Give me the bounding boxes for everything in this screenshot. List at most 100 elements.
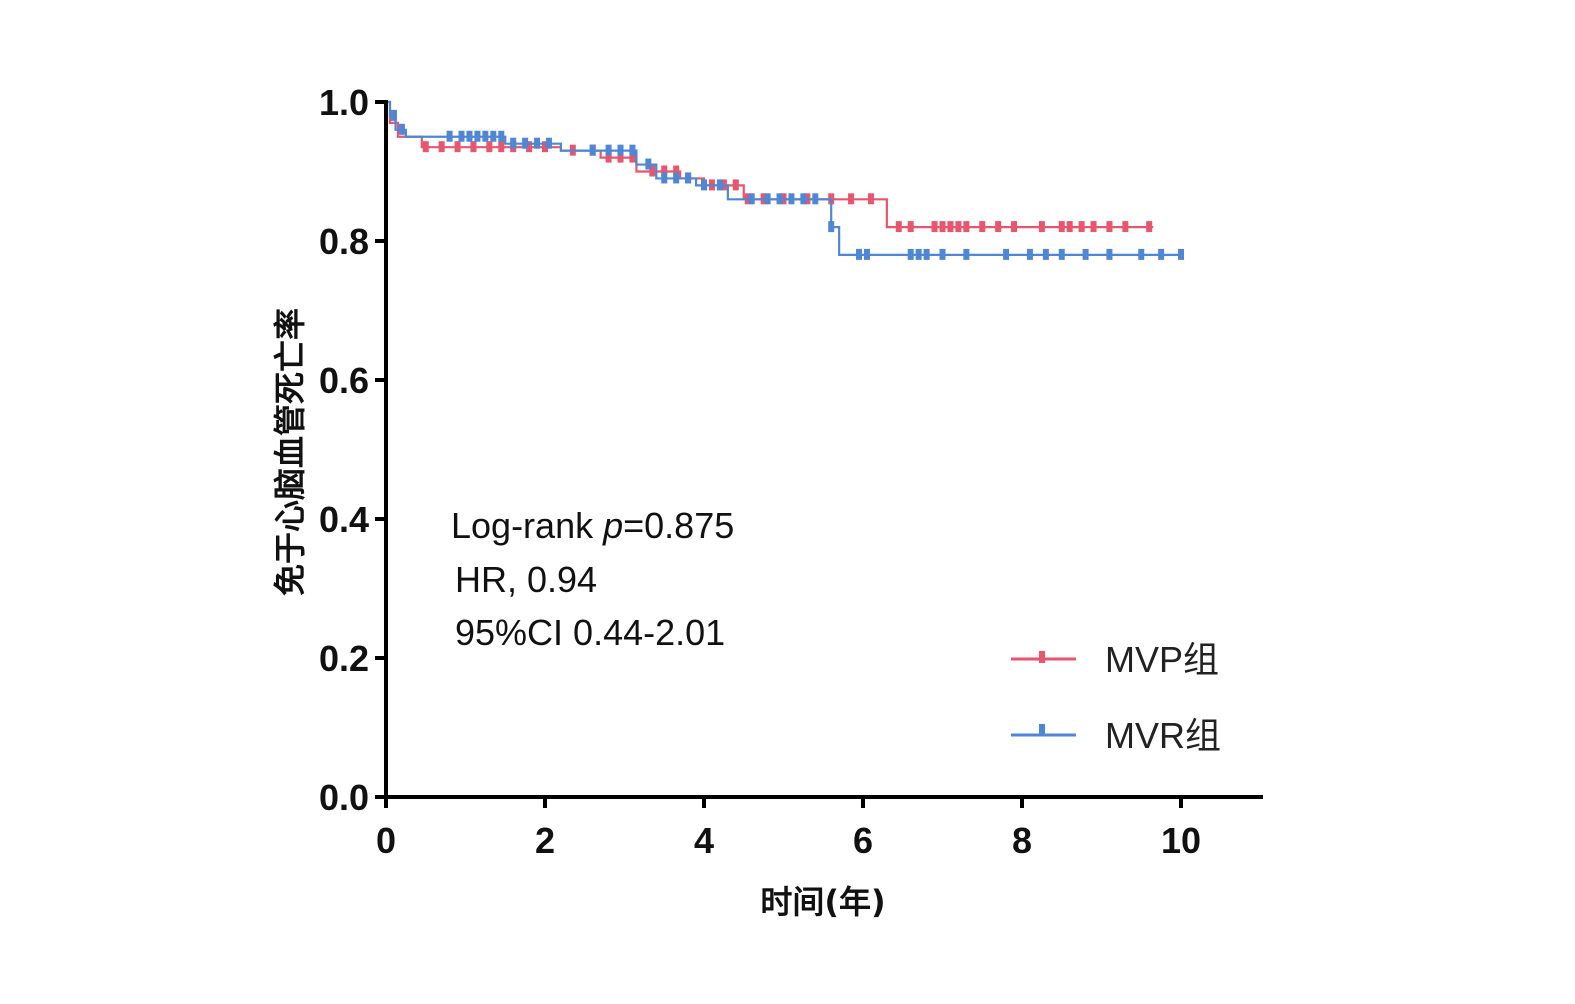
legend-label-mvp: MVP组 [1105,639,1219,680]
censor-mark [490,130,497,142]
hr-text: HR, 0.94 [455,559,597,600]
censor-mark [939,221,946,233]
x-tick-label: 6 [853,820,873,861]
censor-mark [673,172,680,184]
censor-mark [1003,248,1010,260]
censor-mark [545,137,552,149]
censor-mark [1158,248,1165,260]
censor-mark [474,130,481,142]
censor-mark [1090,221,1097,233]
censor-mark [629,151,636,163]
censor-mark [498,130,505,142]
censor-mark [915,248,922,260]
y-tick-label: 0.2 [319,638,369,679]
censor-mark [963,248,970,260]
censor-mark [923,248,930,260]
censor-mark [863,248,870,260]
censor-mark [1026,248,1033,260]
censor-mark [542,141,548,153]
censor-mark [1038,221,1045,233]
y-axis-title: 免于心脑血管死亡率 [271,308,309,596]
legend-censor-mvp [1039,651,1045,663]
censor-mark [979,221,986,233]
x-axis-title: 时间(年) [760,883,885,921]
x-tick-label: 0 [376,820,396,861]
censor-mark [1042,248,1049,260]
series-line-mvr [386,100,1181,256]
censor-mark [1122,221,1129,233]
censor-mark [1178,248,1184,260]
censor-mark [867,193,874,205]
censor-mark [812,193,819,205]
y-tick-label: 0.8 [319,221,369,262]
censor-mark [1106,221,1113,233]
censor-mark [422,141,429,153]
y-tick-label: 0.0 [319,777,369,818]
censor-mark [605,151,612,163]
x-tick-label: 8 [1012,820,1032,861]
censor-mark [732,179,739,191]
censor-mark [645,158,652,170]
series-line-mvp [386,100,1154,229]
censor-mark [963,221,970,233]
censor-mark [764,193,771,205]
censor-mark [486,141,493,153]
censor-mark [907,248,914,260]
censor-mark [534,137,541,149]
censor-mark [390,109,397,121]
legend-item-mvp: MVP组 [1011,639,1219,680]
censor-mark [1082,248,1089,260]
x-axis-ticks: 0 2 4 6 8 10 [376,797,1201,861]
censor-mark [856,248,863,260]
censor-mark [649,165,656,177]
censor-mark [617,151,624,163]
legend-censor-mvr [1039,724,1045,736]
censor-mark [848,193,855,205]
legend: MVP组 MVR组 [1011,639,1221,756]
censor-mark [995,221,1002,233]
censor-mark [947,221,954,233]
censor-mark [1138,248,1145,260]
censor-mark [605,144,612,156]
censor-mark [470,141,477,153]
y-tick-label: 0.4 [319,499,369,540]
censor-mark [1011,221,1018,233]
censor-mark [1058,221,1065,233]
legend-label-mvr: MVR组 [1105,715,1221,756]
censor-mark [800,193,807,205]
censor-mark [828,221,835,233]
censor-mark [510,137,517,149]
censor-mark [398,123,405,135]
censor-mark [1146,221,1153,233]
censor-mark [685,172,692,184]
censor-mark [939,248,946,260]
censor-mark [482,130,489,142]
censor-mark [589,144,596,156]
x-tick-label: 4 [694,820,714,861]
censor-mark [788,193,795,205]
censor-mark [748,193,755,205]
censor-mark [458,130,465,142]
censor-mark [1066,221,1073,233]
censor-mark [661,165,668,177]
censor-mark [526,141,533,153]
censor-mark [776,193,783,205]
plot-area [386,100,1184,260]
censor-mark [454,141,461,153]
censor-mark [716,179,723,191]
x-tick-label: 10 [1161,820,1201,861]
censor-mark [1058,248,1065,260]
censor-mark [446,130,453,142]
y-tick-label: 0.6 [319,360,369,401]
censor-mark [701,179,707,191]
censor-mark [438,141,445,153]
log-rank-text: Log-rank p=0.875 [451,505,734,546]
y-tick-label: 1.0 [319,82,369,123]
ci-text: 95%CI 0.44-2.01 [455,612,725,653]
x-tick-label: 2 [535,820,555,861]
censor-mark [907,221,914,233]
censor-mark [1106,248,1113,260]
censor-mark [617,144,624,156]
censor-mark [661,172,668,184]
censor-mark [673,165,680,177]
